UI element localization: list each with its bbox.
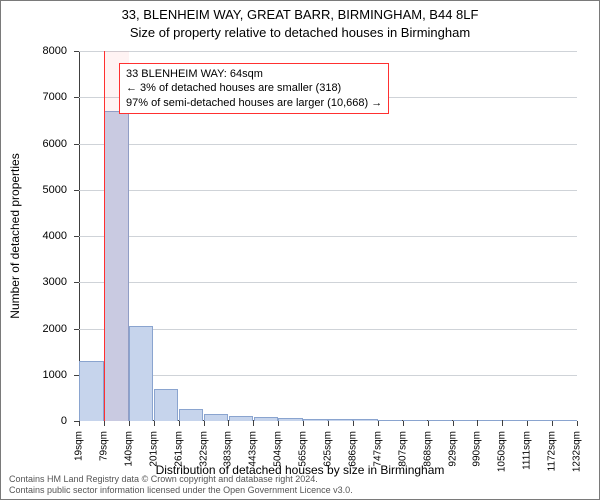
x-tick-label: 625sqm bbox=[323, 431, 334, 467]
grid-line bbox=[79, 51, 577, 52]
x-tick-label: 140sqm bbox=[123, 431, 134, 467]
grid-line bbox=[79, 282, 577, 283]
x-tick-mark bbox=[328, 421, 329, 426]
x-tick-mark bbox=[154, 421, 155, 426]
x-tick-label: 929sqm bbox=[447, 431, 458, 467]
x-tick-mark bbox=[552, 421, 553, 426]
x-tick-mark bbox=[204, 421, 205, 426]
y-tick-label: 1000 bbox=[43, 369, 67, 381]
histogram-bar bbox=[204, 414, 228, 421]
footer: Contains HM Land Registry data © Crown c… bbox=[9, 474, 353, 495]
annotation-line-3: 97% of semi-detached houses are larger (… bbox=[126, 96, 382, 110]
grid-line bbox=[79, 144, 577, 145]
histogram-bar bbox=[453, 420, 477, 421]
histogram-bar bbox=[154, 389, 178, 421]
x-tick-mark bbox=[502, 421, 503, 426]
histogram-bar bbox=[328, 419, 352, 421]
y-tick-label: 7000 bbox=[43, 91, 67, 103]
x-tick-mark bbox=[577, 421, 578, 426]
y-axis-label: Number of detached properties bbox=[8, 153, 22, 318]
histogram-bar bbox=[303, 419, 327, 421]
y-tick-label: 3000 bbox=[43, 276, 67, 288]
histogram-bar bbox=[503, 420, 527, 421]
x-tick-mark bbox=[428, 421, 429, 426]
grid-line bbox=[79, 375, 577, 376]
x-tick-mark bbox=[527, 421, 528, 426]
footer-line-2: Contains public sector information licen… bbox=[9, 485, 353, 495]
grid-line bbox=[79, 190, 577, 191]
histogram-bar bbox=[378, 420, 402, 421]
y-tick-label: 4000 bbox=[43, 230, 67, 242]
x-tick-mark bbox=[129, 421, 130, 426]
x-tick-label: 261sqm bbox=[173, 431, 184, 467]
x-tick-label: 201sqm bbox=[148, 431, 159, 467]
x-tick-mark bbox=[453, 421, 454, 426]
x-tick-label: 322sqm bbox=[198, 431, 209, 467]
y-tick-label: 8000 bbox=[43, 45, 67, 57]
x-tick-label: 747sqm bbox=[372, 431, 383, 467]
y-tick-mark bbox=[74, 190, 79, 191]
titles: 33, BLENHEIM WAY, GREAT BARR, BIRMINGHAM… bbox=[1, 7, 599, 40]
y-tick-label: 5000 bbox=[43, 184, 67, 196]
y-tick-mark bbox=[74, 236, 79, 237]
y-tick-mark bbox=[74, 97, 79, 98]
x-tick-mark bbox=[179, 421, 180, 426]
x-tick-mark bbox=[403, 421, 404, 426]
x-tick-mark bbox=[303, 421, 304, 426]
x-tick-mark bbox=[79, 421, 80, 426]
histogram-bar bbox=[478, 420, 502, 421]
footer-line-1: Contains HM Land Registry data © Crown c… bbox=[9, 474, 353, 484]
histogram-bar bbox=[278, 418, 302, 421]
x-tick-label: 19sqm bbox=[74, 431, 85, 461]
highlight-line bbox=[104, 51, 105, 421]
y-tick-label: 6000 bbox=[43, 138, 67, 150]
x-tick-mark bbox=[253, 421, 254, 426]
grid-line bbox=[79, 236, 577, 237]
x-tick-label: 79sqm bbox=[98, 431, 109, 461]
histogram-bar bbox=[428, 420, 452, 421]
chart-frame: 33, BLENHEIM WAY, GREAT BARR, BIRMINGHAM… bbox=[0, 0, 600, 500]
x-tick-label: 383sqm bbox=[223, 431, 234, 467]
histogram-bar bbox=[79, 361, 103, 421]
x-tick-mark bbox=[353, 421, 354, 426]
x-tick-label: 807sqm bbox=[397, 431, 408, 467]
x-tick-mark bbox=[228, 421, 229, 426]
x-tick-mark bbox=[378, 421, 379, 426]
x-tick-mark bbox=[278, 421, 279, 426]
y-tick-mark bbox=[74, 282, 79, 283]
title-line-1: 33, BLENHEIM WAY, GREAT BARR, BIRMINGHAM… bbox=[1, 7, 599, 23]
plot-area: 01000200030004000500060007000800019sqm79… bbox=[79, 51, 577, 421]
x-tick-mark bbox=[104, 421, 105, 426]
histogram-bar bbox=[254, 417, 278, 421]
y-tick-mark bbox=[74, 329, 79, 330]
y-tick-mark bbox=[74, 144, 79, 145]
y-tick-mark bbox=[74, 51, 79, 52]
x-tick-label: 565sqm bbox=[298, 431, 309, 467]
y-tick-label: 0 bbox=[61, 415, 67, 427]
annotation-line-1: 33 BLENHEIM WAY: 64sqm bbox=[126, 67, 382, 81]
x-tick-label: 504sqm bbox=[273, 431, 284, 467]
x-tick-label: 686sqm bbox=[347, 431, 358, 467]
y-tick-label: 2000 bbox=[43, 323, 67, 335]
histogram-bar bbox=[353, 419, 377, 421]
histogram-bar bbox=[527, 420, 551, 421]
x-tick-label: 868sqm bbox=[422, 431, 433, 467]
histogram-bar bbox=[179, 409, 203, 421]
annotation-line-2: ← 3% of detached houses are smaller (318… bbox=[126, 81, 382, 95]
grid-line bbox=[79, 329, 577, 330]
x-tick-mark bbox=[477, 421, 478, 426]
histogram-bar bbox=[403, 420, 427, 421]
title-line-2: Size of property relative to detached ho… bbox=[1, 25, 599, 41]
annotation-box: 33 BLENHEIM WAY: 64sqm ← 3% of detached … bbox=[119, 63, 389, 114]
histogram-bar bbox=[129, 326, 153, 421]
x-tick-label: 990sqm bbox=[472, 431, 483, 467]
histogram-bar bbox=[552, 420, 576, 421]
x-tick-label: 443sqm bbox=[248, 431, 259, 467]
histogram-bar bbox=[229, 416, 253, 421]
